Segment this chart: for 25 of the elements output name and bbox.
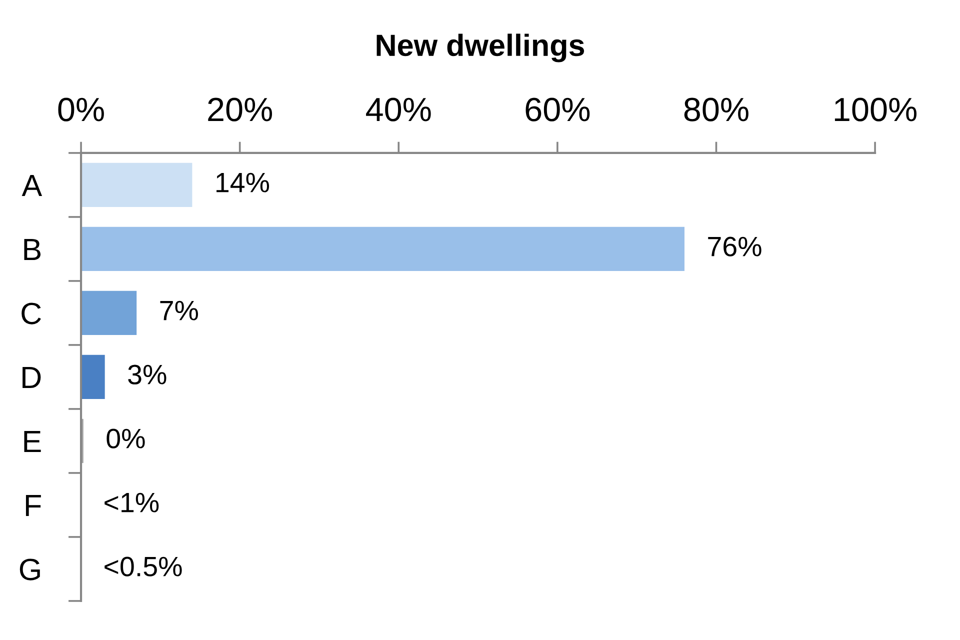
data-label: 76%: [708, 236, 762, 256]
y-tick-label: F: [26, 495, 41, 516]
y-tick-label: A: [22, 175, 42, 196]
x-tick-label: 0%: [58, 98, 104, 122]
bar: [81, 226, 684, 272]
y-tick-label: B: [24, 239, 41, 260]
y-tick-label: E: [24, 431, 41, 452]
data-label: 3%: [128, 364, 166, 384]
bar: [81, 162, 192, 208]
data-label: 0%: [106, 428, 145, 448]
data-label: 14%: [216, 172, 270, 192]
x-tick-label: 100%: [834, 98, 916, 122]
chart-title: New dwellings: [376, 34, 584, 62]
data-label: 7%: [160, 300, 198, 320]
x-tick-label: 40%: [366, 98, 431, 122]
bar: [81, 354, 105, 400]
x-tick-label: 60%: [526, 98, 590, 122]
x-tick-label: 80%: [684, 98, 748, 122]
y-tick-label: G: [20, 558, 40, 580]
bar: [81, 290, 137, 336]
y-tick-label: D: [22, 367, 41, 388]
data-label: <0.5%: [104, 556, 182, 576]
data-label: <1%: [104, 492, 159, 512]
x-tick-label: 20%: [208, 98, 272, 122]
y-tick-label: C: [22, 302, 41, 324]
